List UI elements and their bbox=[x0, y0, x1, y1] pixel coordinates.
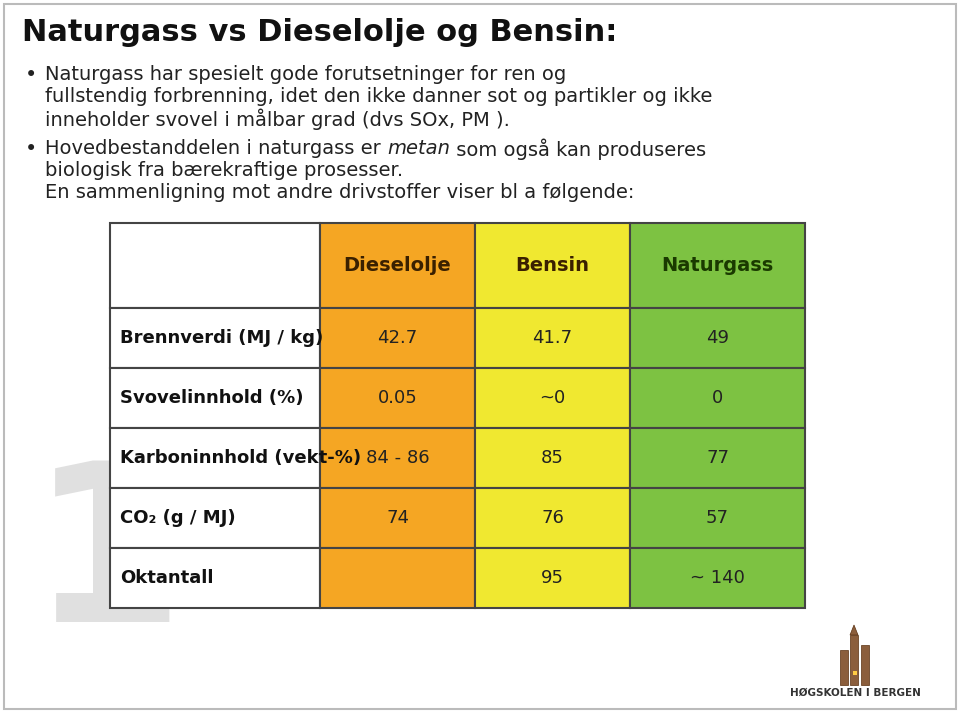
Text: 85: 85 bbox=[541, 449, 564, 467]
Text: 84 - 86: 84 - 86 bbox=[366, 449, 429, 467]
Text: 76: 76 bbox=[541, 509, 564, 527]
Bar bbox=[110, 488, 320, 548]
Text: ~ 140: ~ 140 bbox=[690, 569, 745, 587]
Text: Oktantall: Oktantall bbox=[120, 569, 213, 587]
Text: 74: 74 bbox=[386, 509, 409, 527]
Text: ~0: ~0 bbox=[540, 389, 565, 407]
Text: 49: 49 bbox=[706, 329, 729, 347]
Bar bbox=[850, 635, 858, 685]
Text: Dieselolje: Dieselolje bbox=[344, 256, 451, 275]
Bar bbox=[630, 368, 805, 428]
Text: Naturgass vs Dieselolje og Bensin:: Naturgass vs Dieselolje og Bensin: bbox=[22, 18, 617, 47]
Text: 95: 95 bbox=[541, 569, 564, 587]
Bar bbox=[320, 488, 475, 548]
Text: 41.7: 41.7 bbox=[533, 329, 572, 347]
Text: metan: metan bbox=[387, 139, 450, 158]
Text: 42.7: 42.7 bbox=[377, 329, 418, 347]
Bar bbox=[853, 671, 857, 675]
Bar bbox=[475, 488, 630, 548]
Polygon shape bbox=[850, 625, 858, 635]
Bar bbox=[475, 368, 630, 428]
Text: Naturgass har spesielt gode forutsetninger for ren og: Naturgass har spesielt gode forutsetning… bbox=[45, 65, 566, 84]
Text: Svovelinnhold (%): Svovelinnhold (%) bbox=[120, 389, 303, 407]
Text: fullstendig forbrenning, idet den ikke danner sot og partikler og ikke: fullstendig forbrenning, idet den ikke d… bbox=[45, 87, 712, 106]
Bar bbox=[475, 223, 630, 308]
Text: 1: 1 bbox=[30, 454, 184, 668]
Bar bbox=[475, 548, 630, 608]
Text: •: • bbox=[25, 139, 37, 159]
Bar bbox=[320, 308, 475, 368]
Bar bbox=[840, 650, 848, 685]
Bar bbox=[475, 308, 630, 368]
Text: Naturgass: Naturgass bbox=[661, 256, 774, 275]
Bar bbox=[110, 223, 320, 308]
Text: 0: 0 bbox=[712, 389, 723, 407]
Text: •: • bbox=[25, 65, 37, 85]
Text: 0.05: 0.05 bbox=[377, 389, 418, 407]
Bar bbox=[110, 428, 320, 488]
Bar bbox=[320, 428, 475, 488]
Bar bbox=[630, 548, 805, 608]
Text: Karboninnhold (vekt-%): Karboninnhold (vekt-%) bbox=[120, 449, 361, 467]
Text: inneholder svovel i målbar grad (dvs SOx, PM ).: inneholder svovel i målbar grad (dvs SOx… bbox=[45, 109, 510, 130]
Bar bbox=[320, 368, 475, 428]
Text: 77: 77 bbox=[706, 449, 729, 467]
Bar bbox=[320, 548, 475, 608]
Bar bbox=[110, 368, 320, 428]
Text: biologisk fra bærekraftige prosesser.: biologisk fra bærekraftige prosesser. bbox=[45, 161, 403, 180]
Bar bbox=[320, 223, 475, 308]
Text: som også kan produseres: som også kan produseres bbox=[450, 139, 707, 160]
Bar bbox=[630, 428, 805, 488]
Text: Brennverdi (MJ / kg): Brennverdi (MJ / kg) bbox=[120, 329, 324, 347]
Bar bbox=[110, 308, 320, 368]
Bar bbox=[630, 223, 805, 308]
Text: En sammenligning mot andre drivstoffer viser bl a følgende:: En sammenligning mot andre drivstoffer v… bbox=[45, 183, 635, 202]
Text: CO₂ (g / MJ): CO₂ (g / MJ) bbox=[120, 509, 235, 527]
Bar bbox=[861, 645, 869, 685]
Bar bbox=[630, 308, 805, 368]
Bar bbox=[475, 428, 630, 488]
Bar bbox=[110, 548, 320, 608]
Bar bbox=[630, 488, 805, 548]
Text: Bensin: Bensin bbox=[516, 256, 589, 275]
Text: HØGSKOLEN I BERGEN: HØGSKOLEN I BERGEN bbox=[789, 688, 921, 698]
Text: 57: 57 bbox=[706, 509, 729, 527]
Text: Hovedbestanddelen i naturgass er: Hovedbestanddelen i naturgass er bbox=[45, 139, 387, 158]
